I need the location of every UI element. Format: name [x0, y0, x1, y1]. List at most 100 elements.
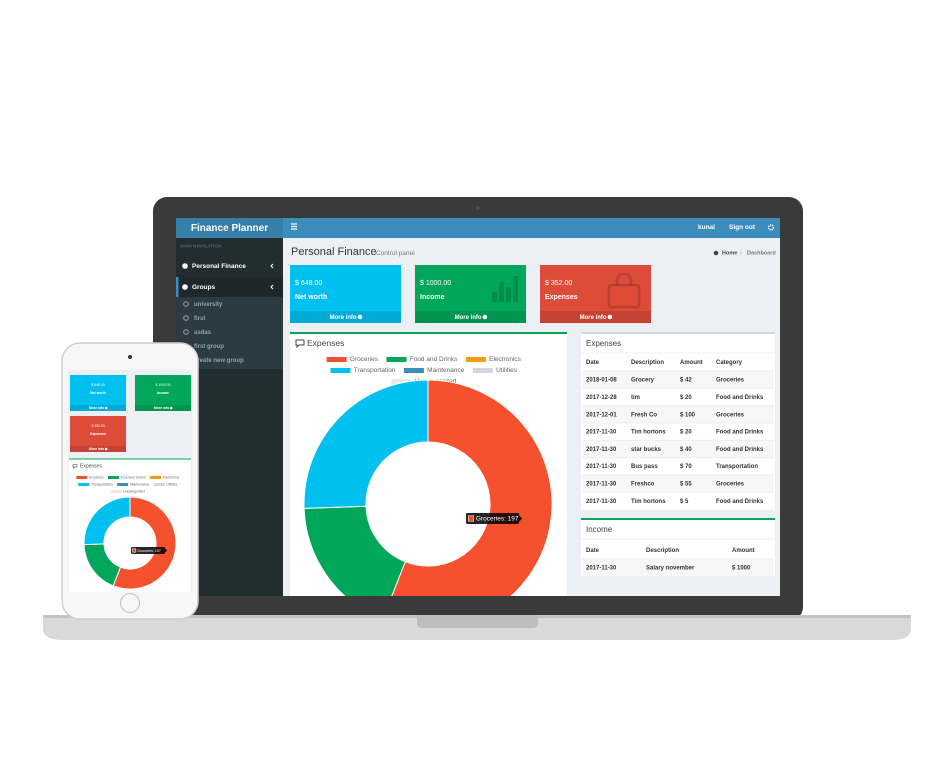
legend-swatch [153, 483, 165, 486]
legend-item: Maintenance [403, 367, 465, 374]
legend-label: Utilities [496, 367, 518, 374]
legend-item: Utilities [153, 482, 178, 486]
table-cell: Groceries [716, 412, 745, 418]
donut-segment [112, 496, 177, 590]
submenu-item[interactable]: create new group [194, 358, 244, 364]
table-cell: Groceries [716, 481, 745, 487]
more-info[interactable]: More info [89, 406, 104, 410]
table-cell: $ 42 [680, 378, 692, 384]
page-title: Personal Finance [291, 246, 377, 258]
stat-box-footer[interactable] [540, 311, 651, 323]
table-cell: $ 20 [680, 430, 692, 436]
table-cell: $ 1000 [732, 565, 751, 571]
table-cell: Food and Drinks [716, 447, 764, 453]
table-cell: Food and Drinks [716, 430, 764, 436]
legend-swatch [108, 476, 120, 479]
nav-chevron [270, 284, 274, 290]
phone-screen: $ 648.00 Net worth More info $ 1000.00 Incom… [68, 370, 192, 592]
legend-label: Groceries [350, 356, 379, 363]
brand[interactable]: Finance Planner [191, 223, 268, 234]
stat-box [415, 265, 526, 323]
more-info[interactable]: More info [154, 406, 169, 410]
tooltip-text: Groceries: 197 [137, 549, 161, 553]
more-info[interactable]: More info [330, 315, 357, 321]
stat-box [540, 265, 651, 323]
legend-swatch [465, 357, 486, 362]
breadcrumb[interactable]: Home [722, 250, 737, 256]
sign-out[interactable]: Sign out [729, 224, 756, 231]
breadcrumb: Dashboard [747, 250, 776, 256]
more-info[interactable]: More info [580, 315, 607, 321]
submenu-item[interactable]: university [194, 302, 223, 308]
legend-label: Groceries [89, 475, 104, 479]
nav-item[interactable]: Groups [192, 284, 215, 291]
legend-item: Food and Drinks [386, 356, 458, 363]
table-row-stripe [582, 474, 774, 493]
submenu-icon [183, 315, 189, 321]
nav-active [176, 277, 283, 297]
table-cell: 2017-11-30 [586, 430, 617, 436]
legend-label: Food and Drinks [121, 475, 146, 479]
tooltip-box [131, 547, 165, 554]
stat-box-footer[interactable] [70, 405, 126, 411]
table-cell: Transportation [716, 464, 758, 470]
more-info-icon [104, 447, 108, 451]
table-cell: star bucks [631, 447, 662, 453]
table-header: Description [631, 360, 664, 366]
legend-label: Food and Drinks [410, 356, 458, 363]
stat-box-footer[interactable] [70, 446, 126, 452]
donut-segment [303, 379, 429, 509]
table-cell: $ 70 [680, 464, 692, 470]
legend-swatch [472, 368, 493, 373]
more-info[interactable]: More info [89, 447, 104, 451]
chat-icon [72, 464, 78, 469]
submenu-item[interactable]: asdas [194, 330, 212, 336]
stat-box-footer[interactable] [135, 405, 191, 411]
submenu-item[interactable]: first [194, 316, 205, 322]
stat-box [70, 416, 126, 452]
nav-active-border [176, 277, 179, 297]
table-cell: Food and Drinks [716, 395, 764, 401]
nav-item[interactable]: Personal Finance [192, 263, 246, 270]
breadcrumb-icon [713, 250, 719, 256]
table-cell: Food and Drinks [716, 499, 764, 505]
tooltip-box [466, 513, 519, 524]
stat-value: $ 352.00 [545, 280, 572, 287]
submenu-item[interactable]: first group [194, 344, 224, 350]
legend-label: Electronics [163, 475, 180, 479]
table-cell: Freshco [631, 481, 655, 487]
legend-swatch [391, 379, 412, 384]
table-row-stripe [582, 371, 774, 389]
legend-swatch [78, 483, 90, 486]
table-title: Income [586, 525, 613, 534]
table-header: Date [586, 548, 600, 554]
stat-box-footer[interactable] [290, 311, 401, 323]
donut-segment [303, 505, 406, 596]
stat-label: Expenses [90, 432, 106, 436]
table-cell: tim [631, 395, 640, 401]
nav-icon [182, 284, 188, 290]
legend-swatch [326, 357, 347, 362]
stat-box-footer[interactable] [415, 311, 526, 323]
chart-title: Expenses [307, 338, 344, 348]
stat-icon [492, 292, 497, 302]
legend-label: Transportation [91, 482, 113, 486]
settings-icon[interactable] [767, 224, 775, 231]
donut-segment [391, 379, 553, 596]
user-name[interactable]: kunal [698, 224, 715, 231]
more-info-icon [169, 406, 173, 410]
legend-item: Transportation [78, 482, 113, 486]
table-cell: Groceries [716, 378, 745, 384]
more-info[interactable]: More info [455, 315, 482, 321]
table-cell: 2017-11-30 [586, 565, 617, 571]
legend-item: Uncategorized [110, 489, 145, 493]
table-row-stripe [582, 405, 774, 424]
stat-label: Net worth [90, 391, 106, 395]
phone-home-button[interactable] [119, 592, 141, 614]
logo-bar [176, 218, 283, 238]
stat-label: Expenses [545, 294, 578, 301]
table-cell: 2017-12-28 [586, 395, 617, 401]
table-row-stripe [582, 440, 774, 458]
submenu-icon [183, 301, 189, 307]
